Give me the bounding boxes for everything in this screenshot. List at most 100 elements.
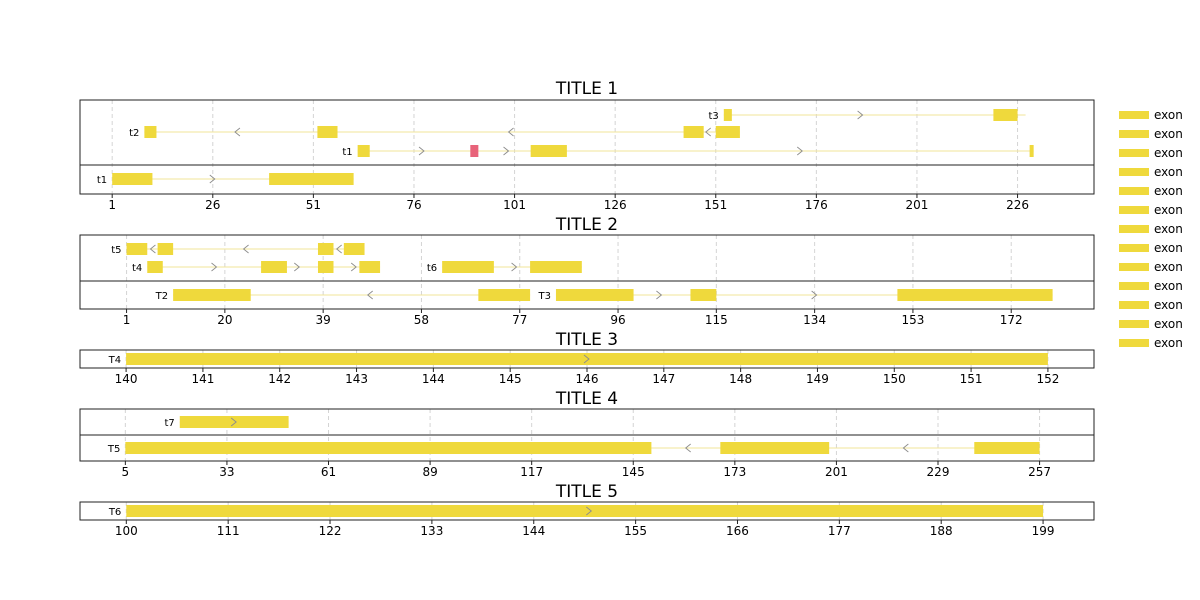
tick-label: 176 (805, 198, 828, 212)
exon (715, 126, 740, 138)
transcript-T6: T6 (108, 505, 1044, 518)
legend-swatch (1119, 225, 1149, 233)
exon (683, 126, 704, 138)
exon (179, 416, 289, 428)
transcript-t6: t6 (427, 261, 582, 274)
legend-label: exon (1154, 260, 1183, 274)
tick-label: 149 (806, 372, 829, 386)
strand-arrow (503, 146, 510, 156)
panel-4: TITLE 4 t7 T55 33 61 89 117 145 173 201 229 257 (79, 389, 1095, 479)
tick-label: 20 (217, 313, 232, 327)
legend-label: exon (1154, 108, 1183, 122)
tick-label: 166 (726, 524, 749, 538)
tick-label: 201 (825, 465, 848, 479)
exon (144, 126, 157, 138)
transcript-label: t4 (132, 263, 142, 274)
strand-arrow (684, 443, 691, 453)
transcript-label: t5 (111, 245, 121, 256)
exon (173, 289, 251, 301)
transcript-T3: T3 (537, 289, 1053, 302)
strand-arrow (211, 262, 218, 272)
legend-swatch (1119, 149, 1149, 157)
transcript-T4: T4 (108, 353, 1048, 366)
tick-label: 1 (108, 198, 116, 212)
transcript-label: t1 (97, 175, 107, 186)
tick-label: 150 (883, 372, 906, 386)
exon (112, 173, 153, 185)
transcript-label: t7 (164, 418, 174, 429)
tick-label: 152 (1036, 372, 1059, 386)
tick-label: 26 (205, 198, 220, 212)
transcript-t4: t4 (132, 261, 381, 274)
transcript-label: T6 (108, 507, 121, 518)
transcript-label: T3 (537, 291, 550, 302)
strand-arrow (902, 443, 909, 453)
panel-title: TITLE 3 (555, 330, 618, 350)
legend-label: exon (1154, 298, 1183, 312)
tick-label: 58 (414, 313, 429, 327)
legend-label: exon (1154, 165, 1183, 179)
tick-label: 173 (723, 465, 746, 479)
exon (317, 126, 338, 138)
legend-label: exon (1154, 203, 1183, 217)
tick-label: 122 (319, 524, 342, 538)
exon (530, 261, 582, 273)
legend-swatch (1119, 130, 1149, 138)
tick-label: 33 (219, 465, 234, 479)
tick-label: 201 (905, 198, 928, 212)
exon (126, 505, 1044, 517)
exon (269, 173, 354, 185)
panel-title: TITLE 2 (555, 215, 618, 235)
strand-arrow (149, 244, 156, 254)
exon (261, 261, 287, 273)
tick-label: 144 (422, 372, 445, 386)
exon (317, 261, 334, 273)
exon (1029, 145, 1034, 157)
strand-arrow (811, 290, 818, 300)
lane-frame (79, 280, 1095, 310)
tick-label: 146 (576, 372, 599, 386)
tick-label: 172 (1000, 313, 1023, 327)
tick-label: 145 (499, 372, 522, 386)
strand-arrow (418, 146, 425, 156)
tick-label: 151 (704, 198, 727, 212)
exon (897, 289, 1053, 301)
tick-label: 177 (828, 524, 851, 538)
tick-label: 151 (960, 372, 983, 386)
tick-label: 1 (123, 313, 131, 327)
tick-label: 133 (420, 524, 443, 538)
transcript-T2: T2 (155, 289, 531, 302)
tick-label: 141 (191, 372, 214, 386)
transcript-T5: T5 (107, 442, 1040, 455)
transcript-label: t2 (129, 128, 139, 139)
legend-label: exon (1154, 317, 1183, 331)
legend-swatch (1119, 244, 1149, 252)
transcript-t5: t5 (111, 243, 365, 256)
panel-title: TITLE 5 (555, 482, 618, 502)
legend-label: exon (1154, 146, 1183, 160)
exon (126, 353, 1048, 365)
tick-label: 144 (522, 524, 545, 538)
tick-label: 100 (115, 524, 138, 538)
panel-title: TITLE 4 (555, 389, 618, 409)
exon (720, 442, 830, 454)
strand-arrow (583, 354, 590, 364)
exon (974, 442, 1040, 454)
tick-label: 61 (321, 465, 336, 479)
tick-label: 77 (512, 313, 527, 327)
exon (555, 289, 634, 301)
strand-arrow (366, 290, 373, 300)
panel-2: TITLE 2 t5 t4 t6 T2 T3 1 20 39 58 77 96 115 134 153 172 (79, 215, 1095, 327)
strand-arrow (230, 417, 237, 427)
tick-label: 134 (803, 313, 826, 327)
legend-label: exon (1154, 336, 1183, 350)
tick-label: 148 (729, 372, 752, 386)
exon (993, 109, 1018, 121)
transcript-label: T4 (108, 355, 121, 366)
panel-title: TITLE 1 (555, 79, 618, 99)
strand-arrow (209, 174, 216, 184)
transcript-t1: t1 (97, 173, 354, 186)
tick-label: 96 (610, 313, 625, 327)
legend-swatch (1119, 206, 1149, 214)
